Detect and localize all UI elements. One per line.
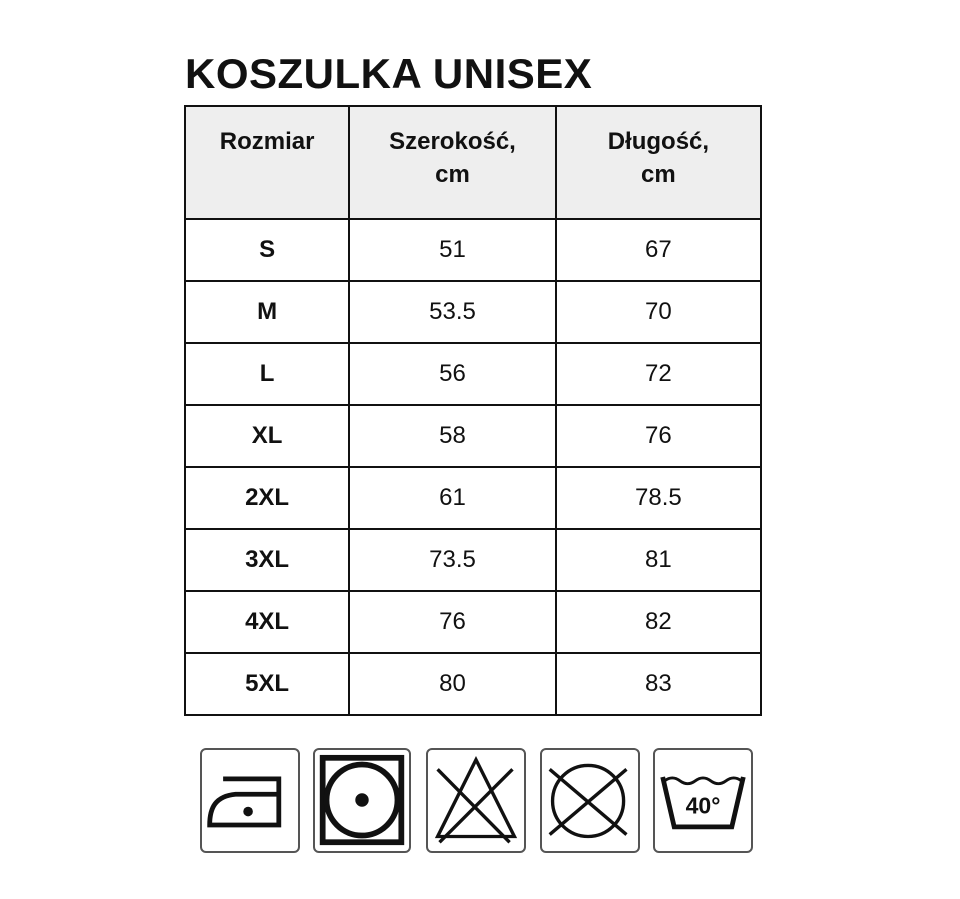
length-cell: 83 — [554, 652, 763, 716]
size-cell: S — [183, 218, 351, 282]
column-header: Długość, cm — [554, 105, 763, 220]
wash-40-icon: 40° — [653, 748, 753, 853]
size-cell: L — [183, 342, 351, 406]
width-cell: 53.5 — [348, 280, 557, 344]
size-cell: 3XL — [183, 528, 351, 592]
table-row: 2XL 61 78.5 — [183, 466, 763, 530]
iron-low-temperature-icon — [200, 748, 300, 853]
length-cell: 67 — [554, 218, 763, 282]
table-row: L 56 72 — [183, 342, 763, 406]
width-cell: 56 — [348, 342, 557, 406]
size-cell: 5XL — [183, 652, 351, 716]
table-row: 3XL 73.5 81 — [183, 528, 763, 592]
page-title: KOSZULKA UNISEX — [185, 50, 593, 97]
length-cell: 82 — [554, 590, 763, 654]
length-cell: 78.5 — [554, 466, 763, 530]
column-header: Rozmiar — [183, 105, 351, 220]
size-cell: M — [183, 280, 351, 344]
length-cell: 70 — [554, 280, 763, 344]
length-cell: 76 — [554, 404, 763, 468]
size-table: Rozmiar Szerokość, cm Długość, cm S 51 67 M 53… — [183, 105, 763, 716]
width-cell: 73.5 — [348, 528, 557, 592]
size-cell: 4XL — [183, 590, 351, 654]
column-header: Szerokość, cm — [348, 105, 557, 220]
do-not-bleach-icon — [426, 748, 526, 853]
width-cell: 76 — [348, 590, 557, 654]
size-cell: 2XL — [183, 466, 351, 530]
tumble-dry-low-icon — [313, 748, 411, 853]
do-not-dry-clean-icon — [540, 748, 640, 853]
table-row: XL 58 76 — [183, 404, 763, 468]
table-row: M 53.5 70 — [183, 280, 763, 344]
size-cell: XL — [183, 404, 351, 468]
table-row: S 51 67 — [183, 218, 763, 282]
length-cell: 72 — [554, 342, 763, 406]
width-cell: 58 — [348, 404, 557, 468]
width-cell: 61 — [348, 466, 557, 530]
table-header-row: Rozmiar Szerokość, cm Długość, cm — [183, 105, 763, 220]
width-cell: 80 — [348, 652, 557, 716]
wash-temperature-label: 40° — [686, 792, 721, 818]
table-row: 4XL 76 82 — [183, 590, 763, 654]
length-cell: 81 — [554, 528, 763, 592]
width-cell: 51 — [348, 218, 557, 282]
table-row: 5XL 80 83 — [183, 652, 763, 716]
